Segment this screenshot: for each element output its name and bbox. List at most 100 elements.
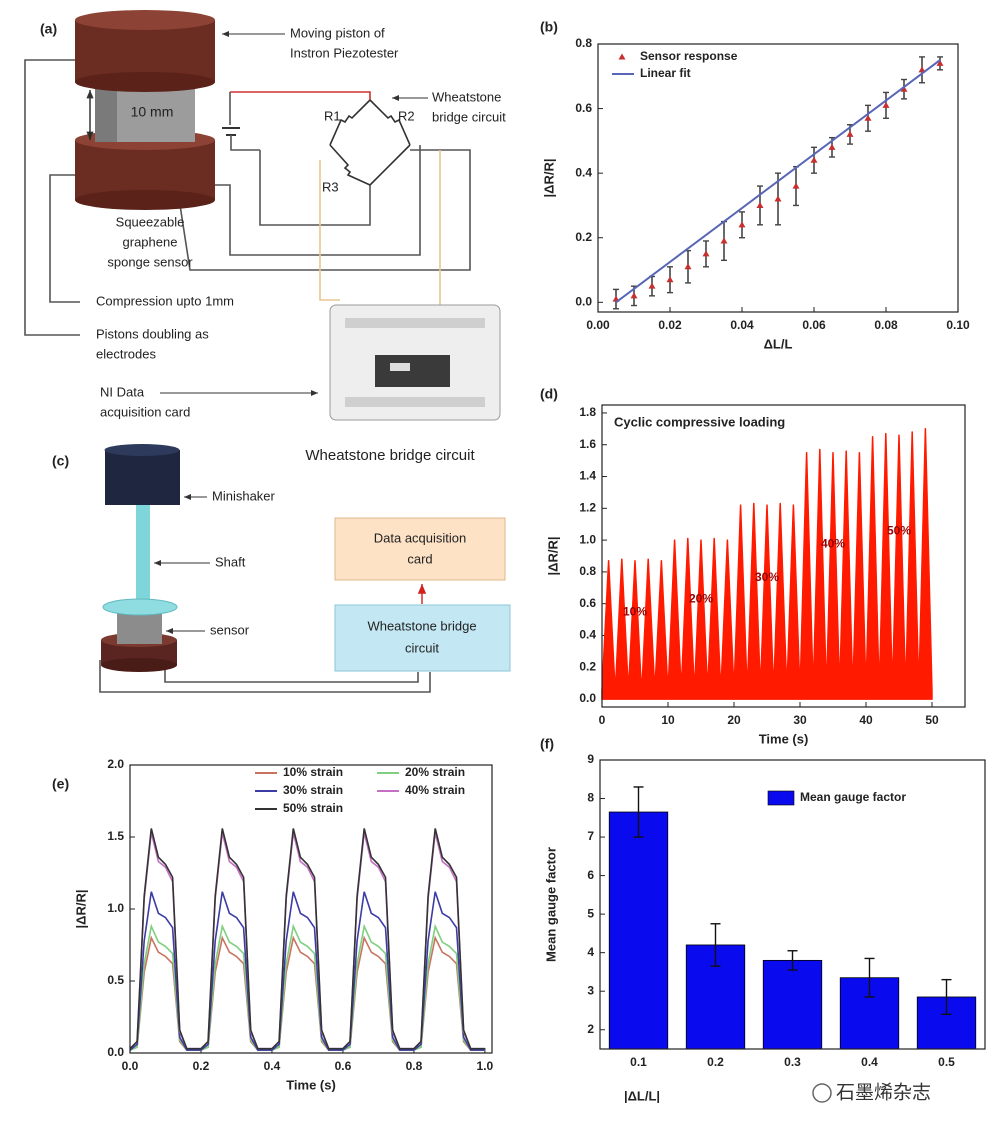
- point: [666, 276, 674, 283]
- piston-label: Instron Piezotester: [290, 45, 399, 60]
- point: [648, 282, 656, 289]
- daq-pins: [345, 397, 485, 407]
- wire: [99, 660, 431, 693]
- y-tick-label: 9: [587, 752, 594, 766]
- panel-label: (c): [52, 453, 69, 469]
- wire: [215, 145, 421, 256]
- y-tick-label: 0.2: [579, 659, 596, 673]
- legend-label: Mean gauge factor: [800, 790, 906, 804]
- top-piston: [75, 20, 215, 82]
- panel-label: (b): [540, 19, 558, 35]
- watermark-icon: [812, 1083, 832, 1103]
- sponge: [95, 80, 117, 142]
- resistor-label: R3: [322, 179, 339, 194]
- x-axis-label: Time (s): [286, 1077, 336, 1092]
- y-tick-label: 0.6: [579, 596, 596, 610]
- x-tick-label: 1.0: [477, 1059, 494, 1073]
- disc: [102, 598, 178, 616]
- step-label: 30%: [755, 570, 779, 584]
- bar: [608, 811, 669, 1050]
- x-tick-label: 0.2: [193, 1059, 210, 1073]
- x-tick-label: 0.3: [784, 1055, 801, 1069]
- wire: [319, 160, 340, 301]
- x-tick-label: 0.2: [707, 1055, 724, 1069]
- compression-label: Compression upto 1mm: [96, 293, 234, 308]
- daq-label: card: [407, 551, 432, 566]
- x-tick-label: 0.08: [874, 318, 898, 332]
- y-tick-label: 6: [587, 868, 594, 882]
- step-label: 50%: [887, 524, 911, 538]
- point: [846, 130, 854, 137]
- x-tick-label: 0.0: [122, 1059, 139, 1073]
- resistor-label: R1: [324, 108, 341, 123]
- y-tick-label: 3: [587, 983, 594, 997]
- legend-label: 50% strain: [283, 801, 343, 815]
- line: [129, 828, 485, 1050]
- legend-label: 30% strain: [283, 783, 343, 797]
- diagram-c: (c) Minishaker Shaft sensor Data acquisi…: [52, 444, 511, 693]
- point: [684, 263, 692, 270]
- y-tick-label: 0.8: [575, 36, 592, 50]
- y-tick-label: 4: [587, 945, 594, 959]
- y-tick-label: 1.5: [107, 829, 124, 843]
- y-tick-label: 0.0: [579, 691, 596, 705]
- top-piston: [75, 72, 215, 92]
- y-tick-label: 1.4: [579, 469, 596, 483]
- x-tick-label: 0.02: [658, 318, 682, 332]
- y-tick-label: 1.2: [579, 500, 596, 514]
- daq-box: [334, 517, 506, 581]
- point: [918, 66, 926, 73]
- top-piston: [75, 10, 215, 30]
- bridge-label: bridge circuit: [432, 109, 506, 124]
- y-tick-label: 0.4: [579, 628, 596, 642]
- wire: [230, 135, 260, 151]
- panel-label: (a): [40, 21, 57, 37]
- y-tick-label: 8: [587, 791, 594, 805]
- y-tick-label: 0.6: [575, 101, 592, 115]
- daq-label: NI Data: [100, 384, 145, 399]
- point: [720, 237, 728, 244]
- bridge-label: circuit: [405, 640, 439, 655]
- piston-label: Moving piston of: [290, 25, 385, 40]
- bridge-label: Wheatstone: [432, 89, 501, 104]
- x-tick-label: 0.00: [586, 318, 610, 332]
- line: [129, 923, 485, 1051]
- legend-swatch: [767, 790, 795, 806]
- sensor: [117, 612, 162, 644]
- electrode-label: electrodes: [96, 346, 156, 361]
- y-axis-label: |ΔR/R|: [73, 889, 88, 928]
- point: [738, 221, 746, 228]
- point: [792, 182, 800, 189]
- x-tick-label: 50: [925, 713, 939, 727]
- point: [864, 114, 872, 121]
- shaker-label: Minishaker: [212, 488, 276, 503]
- point: [702, 250, 710, 257]
- plot-frame: [601, 404, 966, 708]
- panel-label: (f): [540, 736, 554, 752]
- y-tick-label: 1.0: [107, 901, 124, 915]
- point: [774, 195, 782, 202]
- bridge-box: [334, 604, 511, 672]
- fit-line: [615, 59, 941, 304]
- point: [900, 85, 908, 92]
- y-tick-label: 2.0: [107, 757, 124, 771]
- legend-label: Sensor response: [640, 49, 738, 63]
- y-tick-label: 1.0: [579, 532, 596, 546]
- sensor-label: sponge sensor: [107, 254, 193, 269]
- point: [828, 143, 836, 150]
- bridge: [329, 99, 411, 186]
- y-tick-label: 2: [587, 1022, 594, 1036]
- daq-chip: [390, 363, 410, 371]
- legend-label: 10% strain: [283, 765, 343, 779]
- y-axis-label: |ΔR/R|: [545, 536, 560, 575]
- plot-frame: [599, 759, 986, 1050]
- diagram-a: (a) 10 mm Moving piston of Instron Piezo…: [24, 10, 506, 464]
- y-tick-label: 0.8: [579, 564, 596, 578]
- bridge-label: Wheatstone bridge: [367, 618, 476, 633]
- chart-title: Cyclic compressive loading: [614, 414, 785, 429]
- wire: [49, 174, 80, 303]
- x-tick-label: 0.8: [406, 1059, 423, 1073]
- daq-chip: [375, 355, 450, 387]
- x-tick-label: 0.06: [802, 318, 826, 332]
